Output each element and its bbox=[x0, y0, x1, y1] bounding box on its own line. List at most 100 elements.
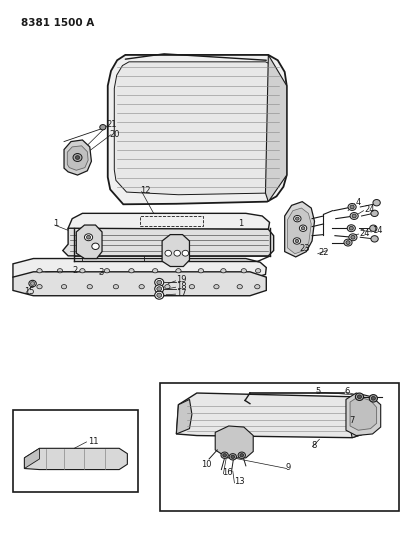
Ellipse shape bbox=[371, 397, 375, 400]
Ellipse shape bbox=[348, 234, 356, 241]
Polygon shape bbox=[345, 393, 380, 435]
Ellipse shape bbox=[349, 213, 357, 220]
Ellipse shape bbox=[220, 269, 225, 273]
Ellipse shape bbox=[369, 394, 377, 402]
Text: 23: 23 bbox=[298, 245, 309, 254]
Text: 14: 14 bbox=[372, 227, 382, 236]
Ellipse shape bbox=[182, 251, 188, 256]
Ellipse shape bbox=[295, 217, 299, 220]
Ellipse shape bbox=[370, 236, 378, 242]
Text: 15: 15 bbox=[24, 287, 35, 296]
Ellipse shape bbox=[372, 199, 380, 206]
Polygon shape bbox=[67, 146, 88, 170]
Polygon shape bbox=[68, 213, 269, 229]
Ellipse shape bbox=[348, 227, 353, 230]
Ellipse shape bbox=[350, 236, 354, 239]
Text: 22: 22 bbox=[318, 248, 328, 257]
Ellipse shape bbox=[355, 393, 363, 400]
Text: 24: 24 bbox=[364, 205, 374, 214]
Ellipse shape bbox=[164, 285, 170, 289]
Bar bbox=[160, 383, 398, 511]
Bar bbox=[139, 216, 202, 225]
Ellipse shape bbox=[292, 238, 300, 244]
Ellipse shape bbox=[254, 285, 259, 289]
Ellipse shape bbox=[156, 287, 161, 291]
Ellipse shape bbox=[29, 280, 36, 287]
Polygon shape bbox=[13, 259, 265, 279]
Text: 11: 11 bbox=[88, 438, 99, 447]
Ellipse shape bbox=[87, 285, 92, 289]
Text: 2: 2 bbox=[72, 266, 77, 274]
Ellipse shape bbox=[301, 227, 304, 230]
Ellipse shape bbox=[99, 125, 106, 130]
Text: 6: 6 bbox=[343, 387, 348, 396]
Ellipse shape bbox=[369, 225, 376, 231]
Text: 5: 5 bbox=[315, 387, 320, 396]
Ellipse shape bbox=[189, 285, 194, 289]
Text: 4: 4 bbox=[355, 198, 360, 207]
Ellipse shape bbox=[128, 269, 134, 273]
Ellipse shape bbox=[294, 239, 298, 243]
Text: 21: 21 bbox=[106, 119, 116, 128]
Text: 18: 18 bbox=[176, 281, 187, 290]
Text: 8381 1500 A: 8381 1500 A bbox=[21, 18, 94, 28]
Ellipse shape bbox=[57, 269, 63, 273]
Ellipse shape bbox=[75, 156, 79, 159]
Ellipse shape bbox=[213, 285, 218, 289]
Ellipse shape bbox=[173, 251, 180, 256]
Polygon shape bbox=[24, 448, 127, 470]
Polygon shape bbox=[24, 448, 39, 469]
Ellipse shape bbox=[240, 269, 246, 273]
Ellipse shape bbox=[61, 285, 67, 289]
Ellipse shape bbox=[37, 269, 42, 273]
Polygon shape bbox=[114, 62, 280, 195]
Ellipse shape bbox=[84, 234, 92, 241]
Ellipse shape bbox=[80, 269, 85, 273]
Ellipse shape bbox=[154, 285, 163, 293]
Ellipse shape bbox=[154, 278, 163, 286]
Polygon shape bbox=[287, 208, 310, 254]
Polygon shape bbox=[176, 393, 371, 438]
Polygon shape bbox=[108, 55, 286, 204]
Polygon shape bbox=[63, 228, 273, 256]
Text: 1: 1 bbox=[237, 220, 243, 229]
Bar bbox=[13, 410, 137, 492]
Text: 7: 7 bbox=[348, 416, 353, 425]
Text: 20: 20 bbox=[109, 130, 119, 139]
Ellipse shape bbox=[113, 285, 118, 289]
Ellipse shape bbox=[357, 395, 361, 399]
Ellipse shape bbox=[299, 225, 306, 231]
Ellipse shape bbox=[346, 225, 355, 232]
Ellipse shape bbox=[154, 291, 163, 299]
Ellipse shape bbox=[351, 214, 355, 218]
Text: 16: 16 bbox=[222, 469, 232, 477]
Ellipse shape bbox=[164, 251, 171, 256]
Ellipse shape bbox=[239, 454, 243, 457]
Text: 19: 19 bbox=[176, 275, 187, 284]
Ellipse shape bbox=[370, 210, 378, 216]
Text: 8: 8 bbox=[310, 441, 316, 450]
Ellipse shape bbox=[347, 204, 355, 211]
Ellipse shape bbox=[30, 281, 34, 285]
Text: 1: 1 bbox=[53, 220, 58, 229]
Ellipse shape bbox=[236, 285, 242, 289]
Text: 24: 24 bbox=[359, 229, 369, 238]
Ellipse shape bbox=[345, 241, 349, 245]
Ellipse shape bbox=[73, 154, 82, 161]
Ellipse shape bbox=[229, 454, 236, 460]
Polygon shape bbox=[76, 225, 102, 259]
Polygon shape bbox=[349, 397, 376, 430]
Text: 17: 17 bbox=[176, 288, 187, 297]
Ellipse shape bbox=[175, 269, 181, 273]
Ellipse shape bbox=[37, 285, 42, 289]
Text: 9: 9 bbox=[285, 463, 290, 472]
Polygon shape bbox=[265, 55, 286, 201]
Text: 12: 12 bbox=[139, 186, 150, 195]
Ellipse shape bbox=[255, 269, 260, 273]
Ellipse shape bbox=[220, 452, 228, 458]
Ellipse shape bbox=[230, 455, 234, 458]
Polygon shape bbox=[13, 272, 265, 296]
Ellipse shape bbox=[222, 454, 226, 457]
Text: 3: 3 bbox=[98, 269, 103, 277]
Ellipse shape bbox=[198, 269, 203, 273]
